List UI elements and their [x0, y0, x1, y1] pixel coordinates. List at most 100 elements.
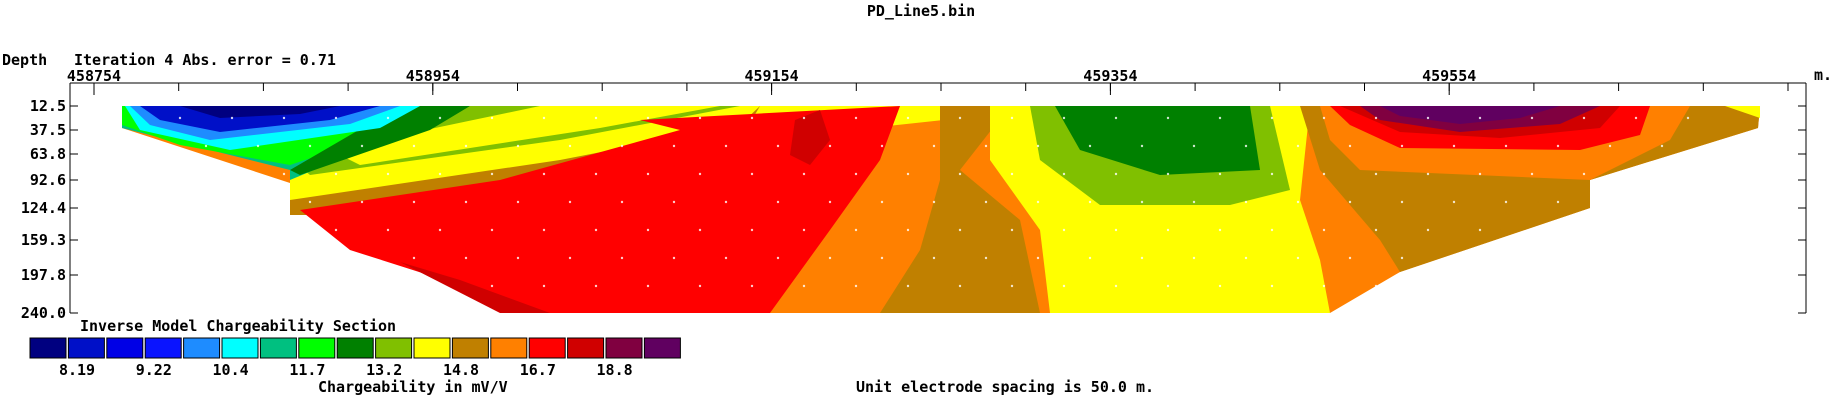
- data-point: [672, 144, 676, 148]
- x-axis-tick-labels: 458754 458954 459154 459354 459554: [67, 67, 1476, 85]
- data-point: [1608, 144, 1612, 148]
- data-point: [1140, 256, 1144, 260]
- x-tick-label: 459354: [1083, 67, 1137, 85]
- data-point: [1426, 228, 1430, 232]
- data-point: [1218, 116, 1222, 120]
- data-point: [1478, 228, 1482, 232]
- data-point: [802, 284, 806, 288]
- data-point: [750, 116, 754, 120]
- footer-note: Unit electrode spacing is 50.0 m.: [856, 378, 1154, 396]
- data-point: [958, 284, 962, 288]
- data-point: [932, 144, 936, 148]
- data-point: [1010, 284, 1014, 288]
- data-point: [1478, 172, 1482, 176]
- data-point: [594, 284, 598, 288]
- depth-tick-label: 63.8: [30, 145, 66, 163]
- legend-swatch: [375, 337, 413, 359]
- data-point: [1088, 200, 1092, 204]
- data-point: [1322, 172, 1326, 176]
- data-point: [984, 256, 988, 260]
- data-point: [880, 256, 884, 260]
- data-point: [1296, 200, 1300, 204]
- data-point: [490, 116, 494, 120]
- data-point: [568, 200, 572, 204]
- data-point: [646, 172, 650, 176]
- band-purple-right: [1380, 106, 1560, 124]
- data-point: [1218, 228, 1222, 232]
- legend-label: 8.19: [59, 361, 95, 379]
- data-point: [412, 144, 416, 148]
- color-legend-labels: 8.19 9.22 10.4 11.7 13.2 14.8 16.7 18.8: [59, 361, 633, 379]
- data-point: [1452, 200, 1456, 204]
- data-point: [646, 284, 650, 288]
- data-point: [1270, 172, 1274, 176]
- data-point: [1114, 284, 1118, 288]
- data-point: [724, 256, 728, 260]
- chart-title: PD_Line5.bin: [867, 2, 975, 20]
- data-point: [230, 284, 234, 288]
- data-point: [438, 228, 442, 232]
- data-point: [178, 228, 182, 232]
- data-point: [854, 284, 858, 288]
- data-point: [1608, 256, 1612, 260]
- data-point: [360, 256, 364, 260]
- data-point: [750, 284, 754, 288]
- data-point: [594, 228, 598, 232]
- data-point: [438, 284, 442, 288]
- data-point: [828, 144, 832, 148]
- data-point: [1686, 284, 1690, 288]
- data-point: [360, 200, 364, 204]
- data-point: [1114, 116, 1118, 120]
- legend-swatch: [67, 337, 105, 359]
- data-point: [854, 228, 858, 232]
- data-point: [1712, 144, 1716, 148]
- data-point: [282, 172, 286, 176]
- data-point: [1582, 284, 1586, 288]
- data-point: [958, 228, 962, 232]
- legend-swatch: [413, 337, 451, 359]
- data-point: [1504, 256, 1508, 260]
- x-tick-label: 458754: [67, 67, 121, 85]
- data-point: [464, 200, 468, 204]
- data-point: [464, 144, 468, 148]
- data-point: [204, 144, 208, 148]
- data-point: [828, 200, 832, 204]
- data-point: [1218, 284, 1222, 288]
- legend-label: 9.22: [136, 361, 172, 379]
- data-point: [490, 284, 494, 288]
- color-legend: [29, 337, 681, 359]
- data-point: [1530, 228, 1534, 232]
- data-point: [204, 200, 208, 204]
- legend-swatch: [643, 337, 681, 359]
- data-point: [1452, 256, 1456, 260]
- data-point: [282, 284, 286, 288]
- data-point: [1634, 116, 1638, 120]
- data-point: [906, 228, 910, 232]
- data-point: [1660, 200, 1664, 204]
- data-point: [698, 116, 702, 120]
- data-point: [386, 228, 390, 232]
- data-point: [1556, 200, 1560, 204]
- legend-label: 14.8: [443, 361, 479, 379]
- data-point: [1192, 256, 1196, 260]
- band-blue-left: [140, 106, 380, 132]
- legend-label: 10.4: [213, 361, 249, 379]
- data-point: [1582, 228, 1586, 232]
- data-point: [1582, 172, 1586, 176]
- data-point: [1322, 228, 1326, 232]
- data-point: [542, 172, 546, 176]
- data-point: [1556, 256, 1560, 260]
- data-point: [1062, 284, 1066, 288]
- data-point: [1582, 116, 1586, 120]
- legend-swatch: [490, 337, 528, 359]
- band-darkgreen-center: [1055, 106, 1260, 175]
- data-point: [412, 200, 416, 204]
- data-point: [1010, 116, 1014, 120]
- data-point: [1270, 116, 1274, 120]
- x-tick-label: 459554: [1422, 67, 1476, 85]
- data-point: [1270, 284, 1274, 288]
- legend-label: 18.8: [597, 361, 633, 379]
- data-point: [1322, 116, 1326, 120]
- data-point: [1062, 228, 1066, 232]
- section-title: Inverse Model Chargeability Section: [80, 317, 396, 335]
